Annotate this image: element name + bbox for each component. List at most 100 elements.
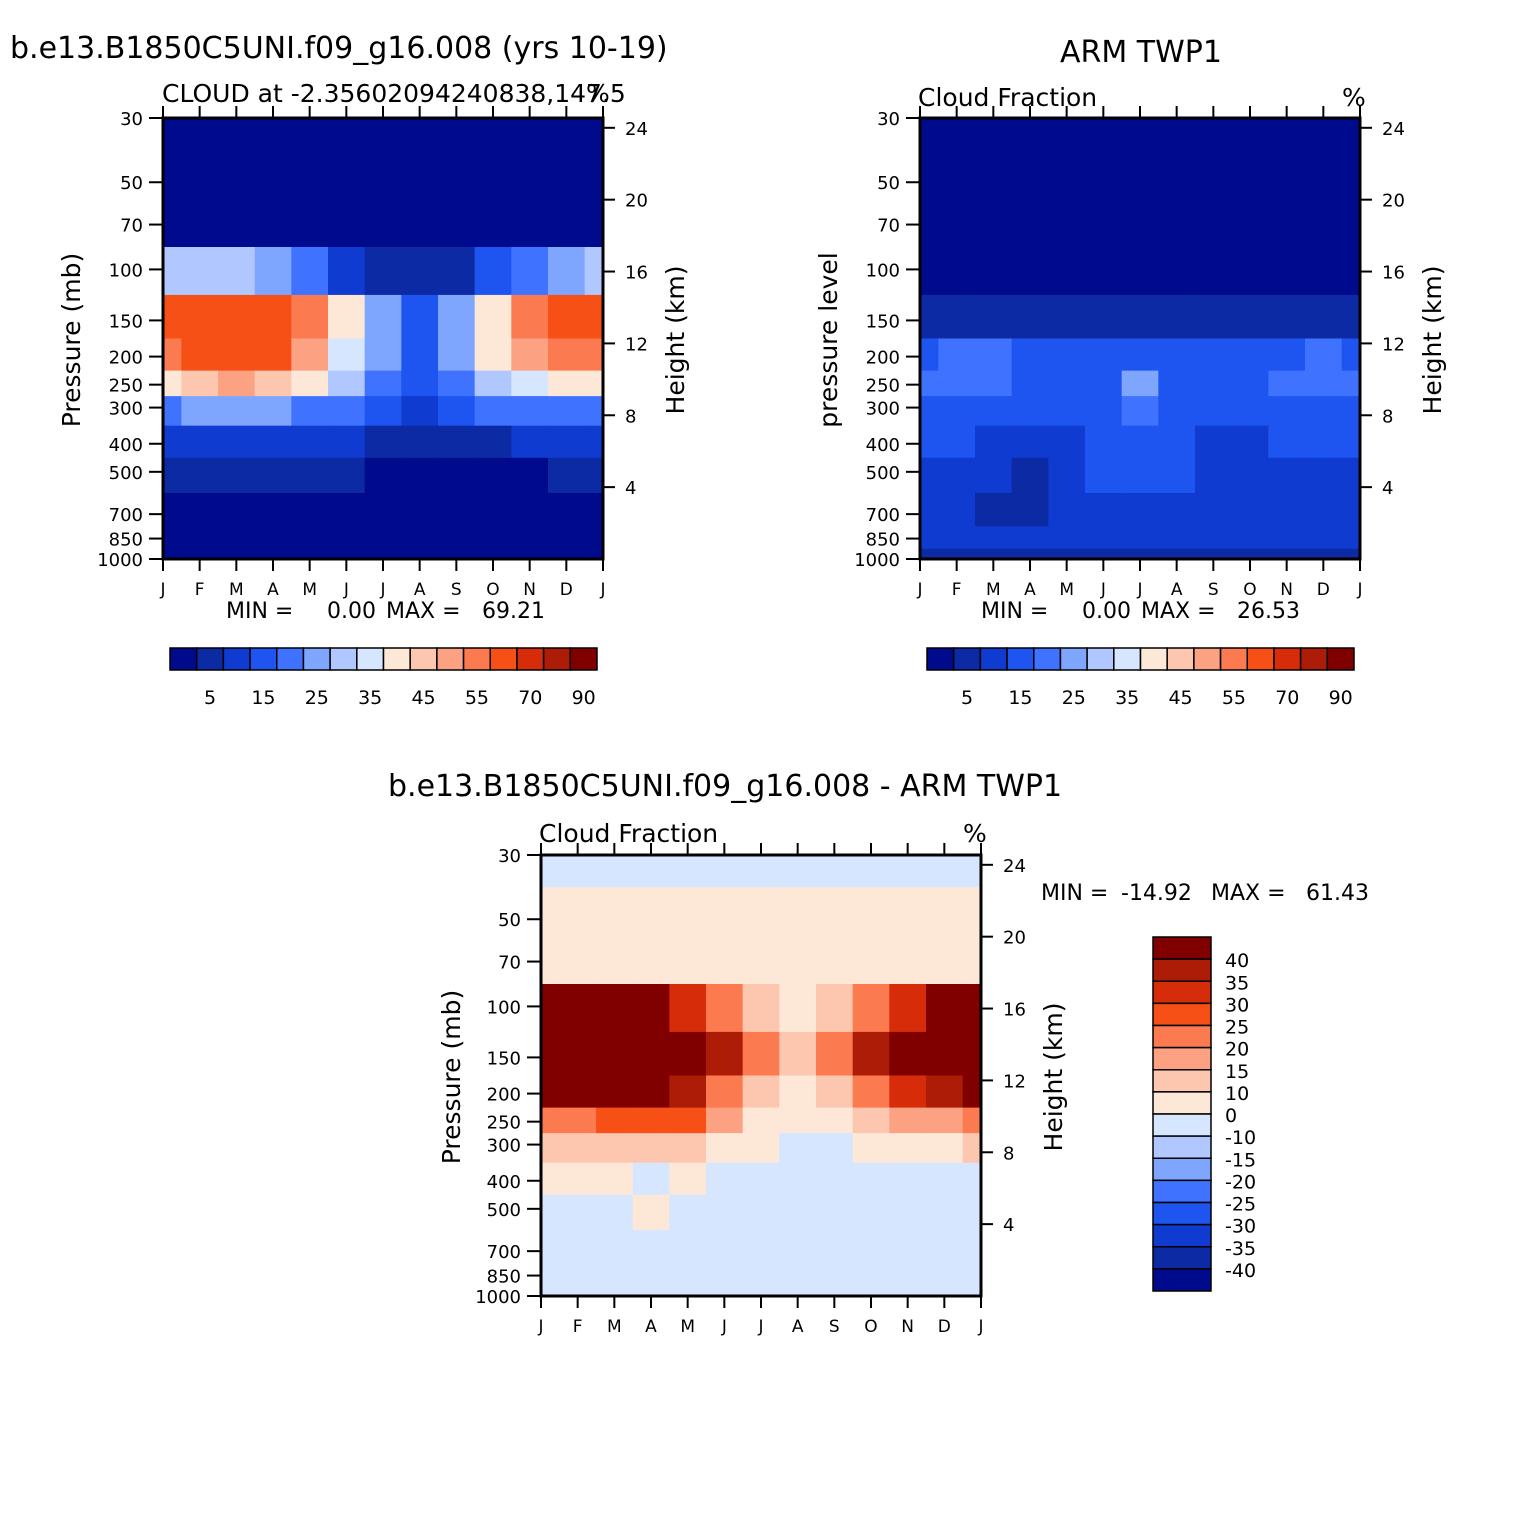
obs-y-tick-label: 700 bbox=[866, 505, 900, 526]
model-cell bbox=[474, 294, 512, 340]
model-cell bbox=[291, 370, 329, 397]
model-cell bbox=[548, 118, 586, 151]
diff-cell bbox=[669, 1285, 707, 1297]
model-y-tick-label: 700 bbox=[109, 505, 143, 526]
model-cell bbox=[438, 246, 476, 296]
obs-cell bbox=[1231, 203, 1269, 248]
obs-cell bbox=[1121, 396, 1159, 427]
obs-cell bbox=[1341, 294, 1361, 340]
obs-cell bbox=[1268, 338, 1306, 372]
model-cell bbox=[328, 118, 366, 151]
obs-cell bbox=[1305, 370, 1343, 397]
model-y-tick-label: 1000 bbox=[97, 550, 143, 571]
diff-cell bbox=[632, 887, 670, 942]
diff-cell bbox=[742, 855, 780, 888]
diff-cell bbox=[816, 887, 854, 942]
obs-cell bbox=[938, 457, 976, 494]
diff-cell bbox=[852, 887, 890, 942]
model-cell bbox=[364, 548, 402, 560]
model-x-tick-label: S bbox=[451, 580, 462, 600]
diff-cell bbox=[779, 1133, 817, 1164]
model-y-axis-label: Pressure (mb) bbox=[57, 253, 86, 427]
model-cell bbox=[548, 457, 586, 494]
model-cell bbox=[474, 118, 512, 151]
diff-colorbar-label: -20 bbox=[1225, 1171, 1256, 1193]
diff-cell bbox=[816, 1107, 854, 1134]
diff-y-tick-label: 300 bbox=[487, 1136, 521, 1157]
diff-colorbar-label: 20 bbox=[1225, 1039, 1249, 1061]
model-cell bbox=[474, 425, 512, 459]
model-cell bbox=[181, 425, 219, 459]
model-cell bbox=[328, 294, 366, 340]
model-x-tick-label: A bbox=[267, 580, 279, 600]
obs-cell bbox=[1158, 150, 1196, 205]
model-cell bbox=[181, 396, 219, 427]
diff-cell bbox=[926, 1194, 964, 1231]
model-cell bbox=[163, 338, 182, 372]
diff-cell bbox=[541, 1133, 560, 1164]
model-cell bbox=[328, 203, 366, 248]
model-cell bbox=[584, 246, 604, 296]
obs-cell bbox=[1341, 457, 1361, 494]
diff-colorbar-swatch bbox=[1152, 1091, 1212, 1115]
diff-colorbar-label: 30 bbox=[1225, 994, 1249, 1016]
model-x-tick-label: N bbox=[523, 580, 536, 600]
obs-colorbar-label: 70 bbox=[1275, 687, 1299, 709]
obs-y2-tick-label: 12 bbox=[1382, 334, 1405, 355]
obs-y2-tick-label: 24 bbox=[1382, 119, 1405, 140]
model-cell bbox=[291, 294, 329, 340]
obs-cell bbox=[1011, 396, 1049, 427]
model-x-tick-label: M bbox=[229, 580, 244, 600]
obs-cell bbox=[1085, 548, 1123, 560]
diff-max-label: MAX = bbox=[1211, 881, 1286, 906]
diff-y-axis-label: Pressure (mb) bbox=[437, 990, 466, 1164]
obs-cell bbox=[920, 526, 939, 550]
diff-cell bbox=[889, 1133, 927, 1164]
diff-cell bbox=[742, 1229, 780, 1264]
diff-y-tick-label: 50 bbox=[498, 910, 521, 931]
model-cell bbox=[163, 246, 182, 296]
obs-cell bbox=[1048, 396, 1086, 427]
model-colorbar-label: 70 bbox=[518, 687, 542, 709]
diff-cell bbox=[742, 1263, 780, 1287]
diff-colorbar-label: -25 bbox=[1225, 1194, 1256, 1216]
model-cell bbox=[291, 457, 329, 494]
obs-cell bbox=[1121, 425, 1159, 459]
obs-cell bbox=[1048, 492, 1086, 527]
obs-cell bbox=[1158, 294, 1196, 340]
diff-cell bbox=[926, 1133, 964, 1164]
obs-colorbar-label: 90 bbox=[1329, 687, 1353, 709]
diff-y2-tick-label: 4 bbox=[1003, 1215, 1014, 1236]
diff-cell bbox=[816, 1075, 854, 1109]
model-cell bbox=[328, 246, 366, 296]
obs-cell bbox=[1085, 246, 1123, 296]
model-colorbar-label: 5 bbox=[204, 687, 216, 709]
diff-cell bbox=[962, 1107, 982, 1134]
obs-cell bbox=[1341, 338, 1361, 372]
diff-cell bbox=[706, 940, 744, 985]
diff-cell bbox=[889, 1031, 927, 1077]
model-cell bbox=[548, 338, 586, 372]
model-cell bbox=[548, 246, 586, 296]
model-cell bbox=[511, 548, 549, 560]
model-cell bbox=[163, 492, 182, 527]
obs-cell bbox=[1305, 457, 1343, 494]
diff-cell bbox=[541, 1194, 560, 1231]
diff-colorbar-label: -30 bbox=[1225, 1216, 1256, 1238]
diff-cell bbox=[596, 1031, 634, 1077]
model-cell bbox=[163, 396, 182, 427]
diff-cell bbox=[742, 1285, 780, 1297]
obs-cell bbox=[1011, 294, 1049, 340]
model-cell bbox=[548, 370, 586, 397]
obs-x-tick-label: F bbox=[952, 580, 962, 600]
obs-cell bbox=[1231, 548, 1269, 560]
diff-cell bbox=[926, 887, 964, 942]
diff-cell bbox=[779, 983, 817, 1033]
diff-cell bbox=[706, 1075, 744, 1109]
obs-colorbar-swatch bbox=[1113, 647, 1142, 671]
model-cell bbox=[584, 150, 604, 205]
obs-cell bbox=[1268, 370, 1306, 397]
obs-cell bbox=[1268, 203, 1306, 248]
obs-y2-tick-label: 8 bbox=[1382, 406, 1393, 427]
